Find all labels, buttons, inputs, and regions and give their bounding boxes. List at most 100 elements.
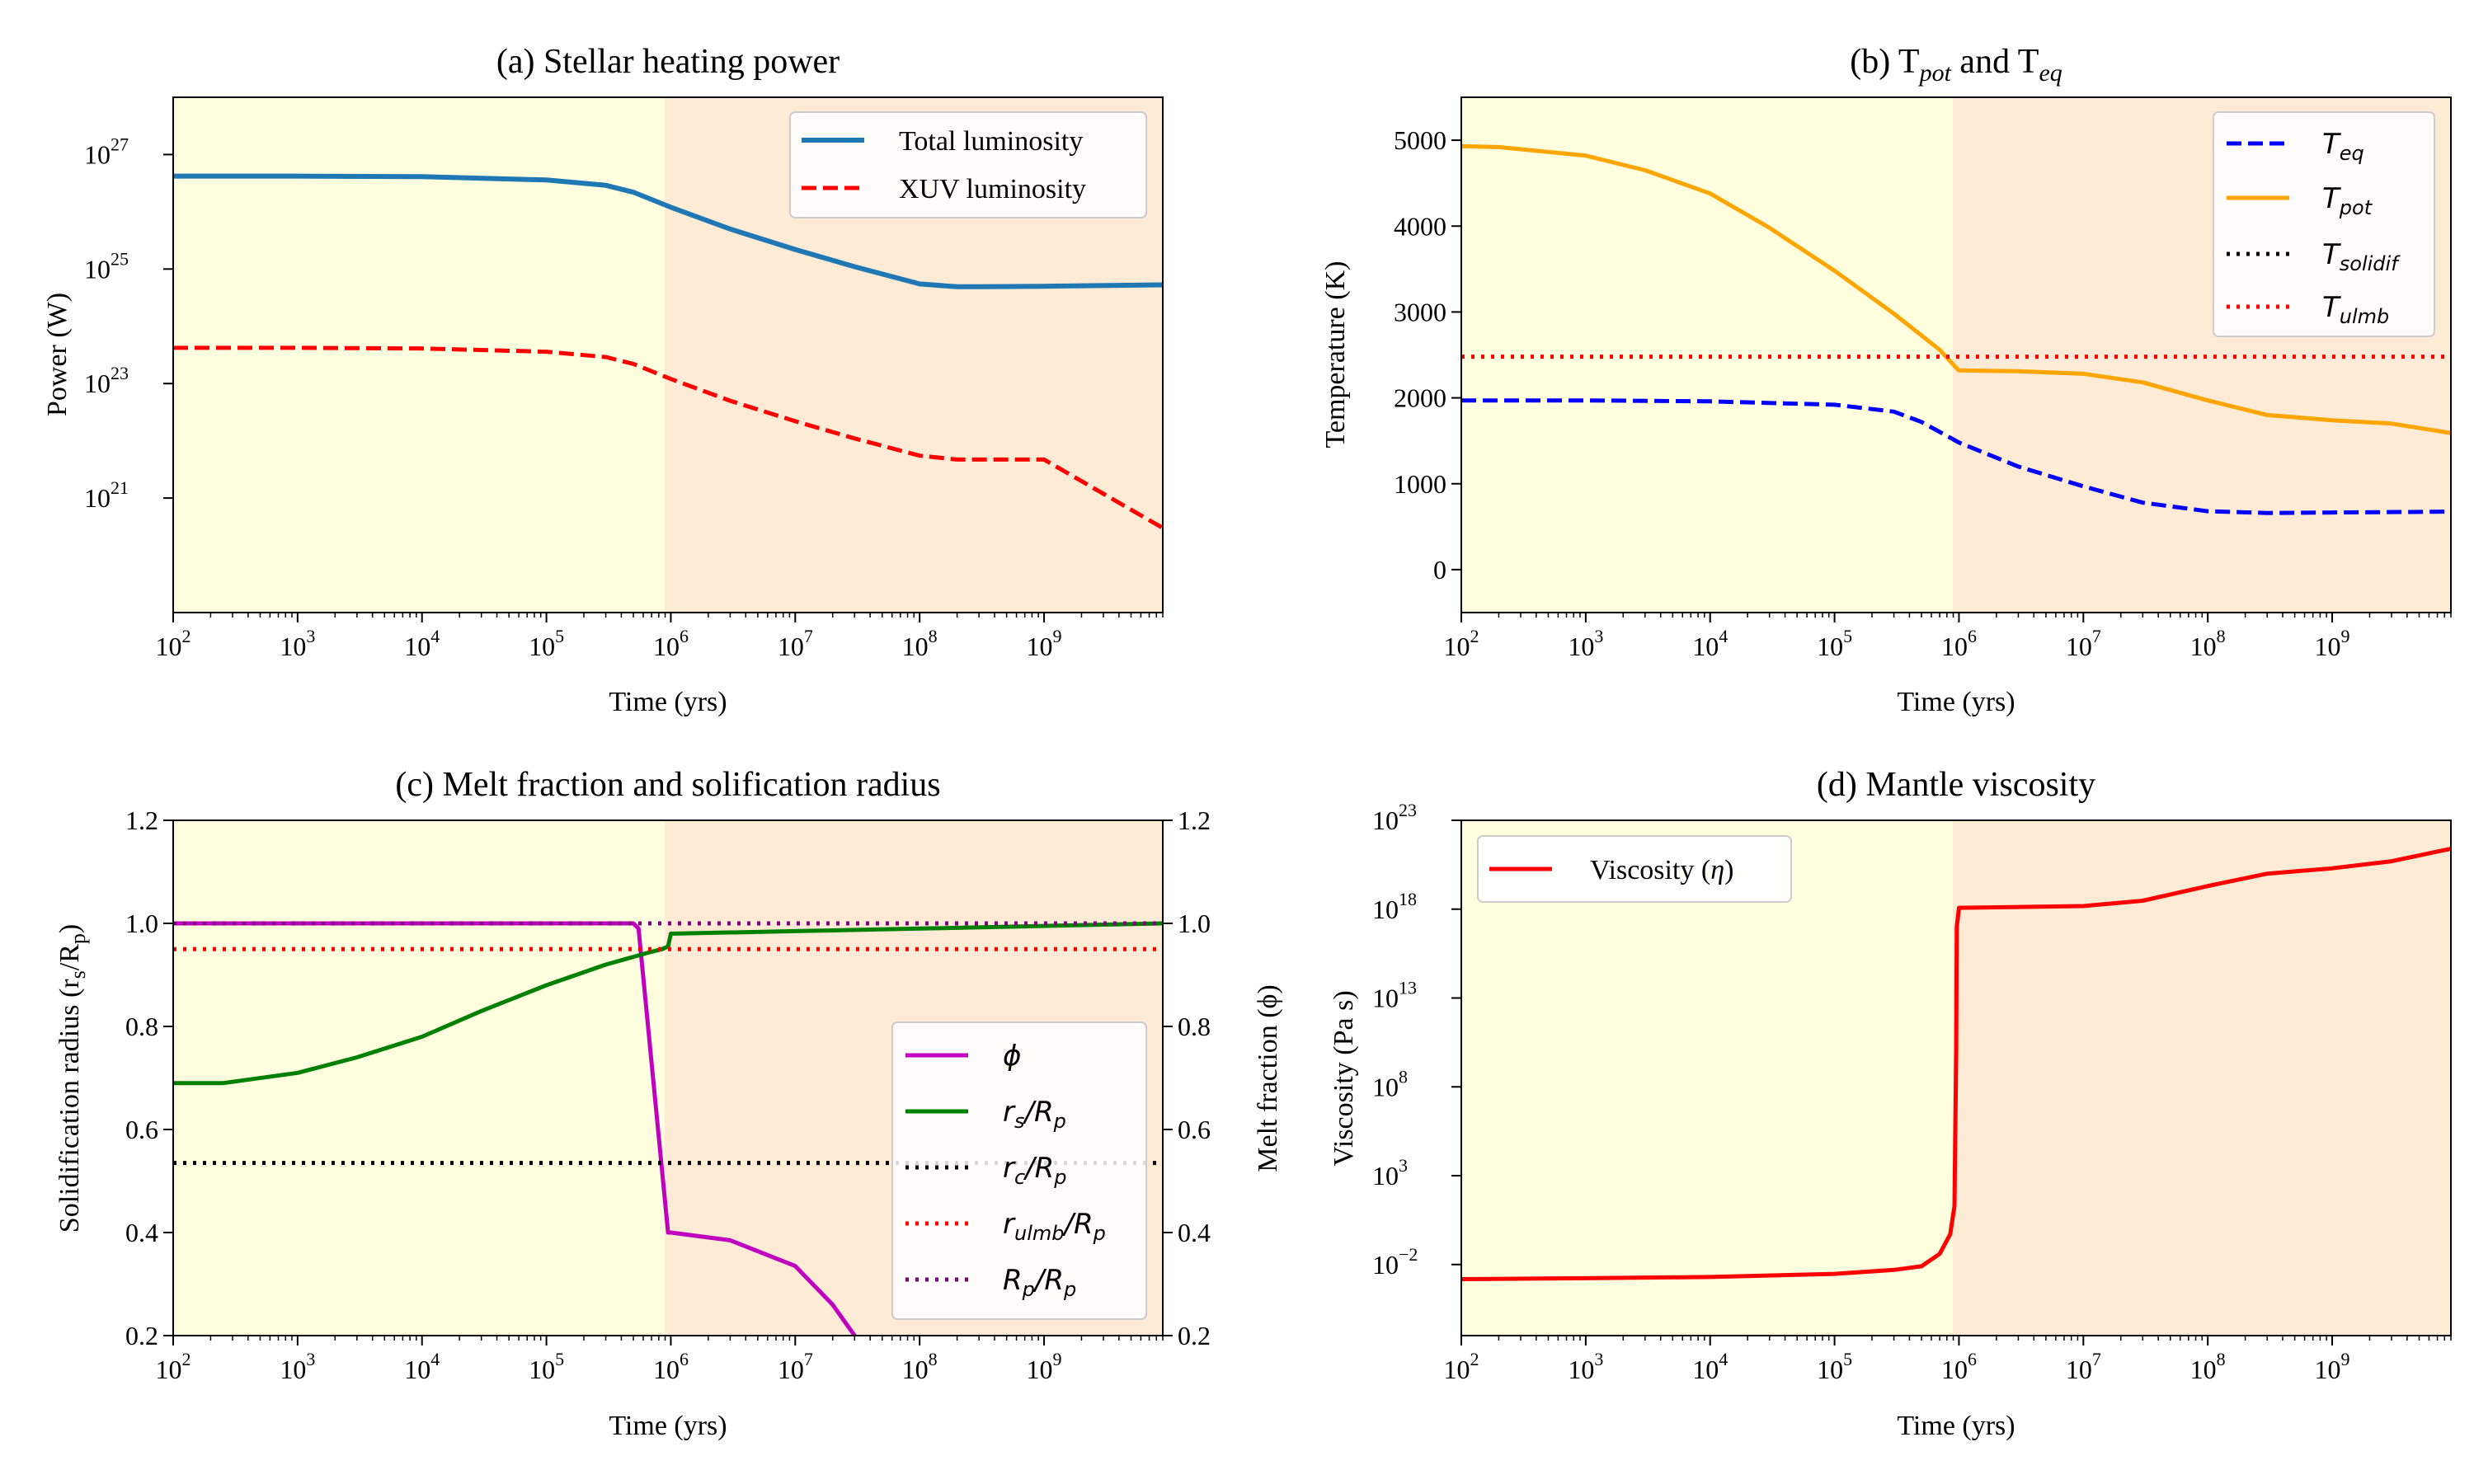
panel-c-ytick-right-label-3: 0.8 — [1178, 1012, 1211, 1041]
panel-d-series-0-line — [1461, 847, 2451, 1281]
panel-d-plot — [1461, 847, 2451, 1281]
panel-a-legend-box — [789, 111, 1147, 218]
panel-d-xlabel: Time (yrs) — [1897, 1411, 2015, 1441]
panel-c-xtick-label-2: 104 — [404, 1349, 440, 1384]
panel-d-xtick-label-3: 105 — [1817, 1349, 1852, 1384]
panel-c-legend-rs: rs/Rp — [1003, 1096, 1066, 1133]
panel-a-xtick-label-7: 109 — [1027, 626, 1062, 661]
panel-a-xtick-label-2: 104 — [404, 626, 440, 661]
panel-a-xlabel: Time (yrs) — [609, 687, 727, 717]
panel-b-legend-box — [2213, 111, 2435, 337]
panel-d-xtick-label-2: 104 — [1692, 1349, 1728, 1384]
panel-d-legend-box — [1477, 835, 1792, 903]
panel-d-ytick-label-5: 1023 — [1372, 800, 1417, 835]
panel-a-series-0-line — [173, 173, 1163, 289]
panel-a-title: (a) Stellar heating power — [496, 43, 840, 81]
panel-a-ytick-label-2: 1025 — [84, 248, 129, 284]
panel-c-ytick-label-0: 0.2 — [125, 1321, 158, 1350]
panel-d-xticks: 102 103 104 105 106 107 108 109 — [1444, 1336, 2452, 1384]
panel-b-xtick-label-2: 104 — [1692, 626, 1728, 661]
panel-b-ytick-label-3: 3000 — [1394, 297, 1446, 326]
panel-d: 102 103 104 105 106 107 108 109 10−210310810131… — [1329, 766, 2452, 1441]
panel-b-legend-teq: Teq — [2322, 128, 2364, 165]
panel-d-yticks: 10−2 103 108 1013 1018 1023 — [1372, 800, 1461, 1280]
panel-d-frame — [1460, 819, 2452, 1336]
panel-a-xtick-label-5: 107 — [778, 626, 813, 661]
panel-c-xtick-label-3: 105 — [529, 1349, 564, 1384]
panel-a-ytick-label-3: 1027 — [84, 134, 129, 169]
panel-c-ylabel: Solidification radius (rs/Rp) — [54, 924, 90, 1233]
panel-c-plot — [173, 921, 1163, 1336]
panel-b-xtick-label-7: 109 — [2315, 626, 2350, 661]
panel-b-legend-tpot: Tpot — [2322, 182, 2373, 219]
panel-d-xtick-label-4: 106 — [1941, 1349, 1977, 1384]
panel-a-xtick-label-0: 102 — [156, 626, 191, 661]
panel-d-xtick-label-0: 102 — [1444, 1349, 1479, 1384]
panel-a-legend-xuv: XUV luminosity — [899, 174, 1086, 204]
panel-d-legend-viscosity: Viscosity (η) — [1590, 855, 1733, 885]
panel-d-ytick-label-1: 103 — [1372, 1155, 1408, 1190]
panel-b-ytick-label-5: 5000 — [1394, 125, 1446, 155]
panel-c-xlabel: Time (yrs) — [609, 1411, 727, 1441]
panel-c-legend: ϕ rs/Rp rc/Rp rulmb/Rp Rp/Rp — [891, 1021, 1147, 1320]
panel-b-ytick-label-1: 1000 — [1394, 469, 1446, 499]
panel-c-xtick-label-7: 109 — [1027, 1349, 1062, 1384]
panel-d-bg-late — [1953, 820, 2451, 1336]
panel-c-ytick-right-label-5: 1.2 — [1178, 805, 1211, 835]
panel-b-ytick-label-2: 2000 — [1394, 383, 1446, 413]
panel-a-xtick-label-3: 105 — [529, 626, 564, 661]
panel-c-legend-rp: Rp/Rp — [1003, 1264, 1076, 1301]
panel-c-ylabel-right: Melt fraction (ϕ) — [1253, 984, 1283, 1172]
panel-c-xticks: 102 103 104 105 106 107 108 109 — [156, 1336, 1164, 1384]
panel-b-xtick-label-6: 108 — [2190, 626, 2226, 661]
panel-b-legend-tulmb: Tulmb — [2322, 291, 2389, 328]
panel-a-plot — [173, 173, 1163, 530]
panel-b-ytick-label-4: 4000 — [1394, 211, 1446, 241]
panel-b-title: (b) Tpot and Teq — [1850, 43, 2062, 87]
panel-c-xtick-label-5: 107 — [778, 1349, 813, 1384]
panel-c-xtick-label-4: 106 — [653, 1349, 689, 1384]
panel-c-xtick-label-6: 108 — [902, 1349, 938, 1384]
panel-a-xticks: 102 103 104 105 106 107 108 109 — [156, 613, 1164, 661]
panel-a-frame — [172, 96, 1164, 613]
panel-d-ytick-label-3: 1013 — [1372, 978, 1417, 1013]
panel-c-series-1-line — [173, 921, 1163, 1086]
panel-a-xtick-label-4: 106 — [653, 626, 689, 661]
panel-b-legend: Teq Tpot Tsolidif Tulmb — [2213, 111, 2435, 337]
panel-b-plot — [1461, 143, 2451, 515]
panel-c-ytick-label-2: 0.6 — [125, 1115, 158, 1144]
panel-b-xticks: 102 103 104 105 106 107 108 109 — [1444, 613, 2452, 661]
panel-b-xtick-label-0: 102 — [1444, 626, 1479, 661]
panel-b-xlabel: Time (yrs) — [1897, 687, 2015, 717]
panel-b-series-0-line — [1461, 398, 2451, 515]
panel-c-ytick-right-label-1: 0.4 — [1178, 1218, 1211, 1247]
panel-c-legend-rulmb: rulmb/Rp — [1003, 1208, 1106, 1245]
panel-c-yticks-right: 0.2 0.4 0.6 0.8 1.0 1.2 — [1163, 805, 1211, 1350]
panel-a-yticks: 1021 1023 1025 1027 — [84, 134, 173, 513]
panel-c-frame — [172, 819, 1164, 1336]
panel-d-ytick-label-2: 108 — [1372, 1066, 1408, 1101]
panel-a-xtick-label-6: 108 — [902, 626, 938, 661]
panel-c-legend-box — [891, 1021, 1147, 1320]
panel-b-yticks: 0 1000 2000 3000 4000 5000 — [1394, 125, 1461, 585]
panel-d-ytick-label-4: 1018 — [1372, 889, 1417, 924]
panel-d-ytick-label-0: 10−2 — [1372, 1244, 1418, 1280]
panel-b-legend-tsolidif: Tsolidif — [2322, 238, 2401, 275]
panel-a-ylabel: Power (W) — [42, 293, 73, 416]
panel-c-legend-rc: rc/Rp — [1003, 1152, 1067, 1189]
panel-c-series-0-line — [173, 921, 857, 1336]
panel-d-xtick-label-5: 107 — [2066, 1349, 2101, 1384]
panel-d-legend: Viscosity (η) — [1477, 835, 1792, 903]
panel-a-xtick-label-1: 103 — [280, 626, 315, 661]
panel-c-xtick-label-0: 102 — [156, 1349, 191, 1384]
panel-c-ytick-right-label-0: 0.2 — [1178, 1321, 1211, 1350]
panel-c-xtick-label-1: 103 — [280, 1349, 315, 1384]
panel-c-title: (c) Melt fraction and solification radiu… — [395, 766, 940, 804]
panel-c-ytick-label-5: 1.2 — [125, 805, 158, 835]
panel-d-xtick-label-6: 108 — [2190, 1349, 2226, 1384]
panel-a-ytick-label-0: 1021 — [84, 477, 129, 513]
panel-a-ytick-label-1: 1023 — [84, 363, 129, 398]
panel-c-legend-phi: ϕ — [1003, 1040, 1021, 1073]
panel-b-xtick-label-4: 106 — [1941, 626, 1977, 661]
panel-a-series-1-line — [173, 345, 1163, 530]
